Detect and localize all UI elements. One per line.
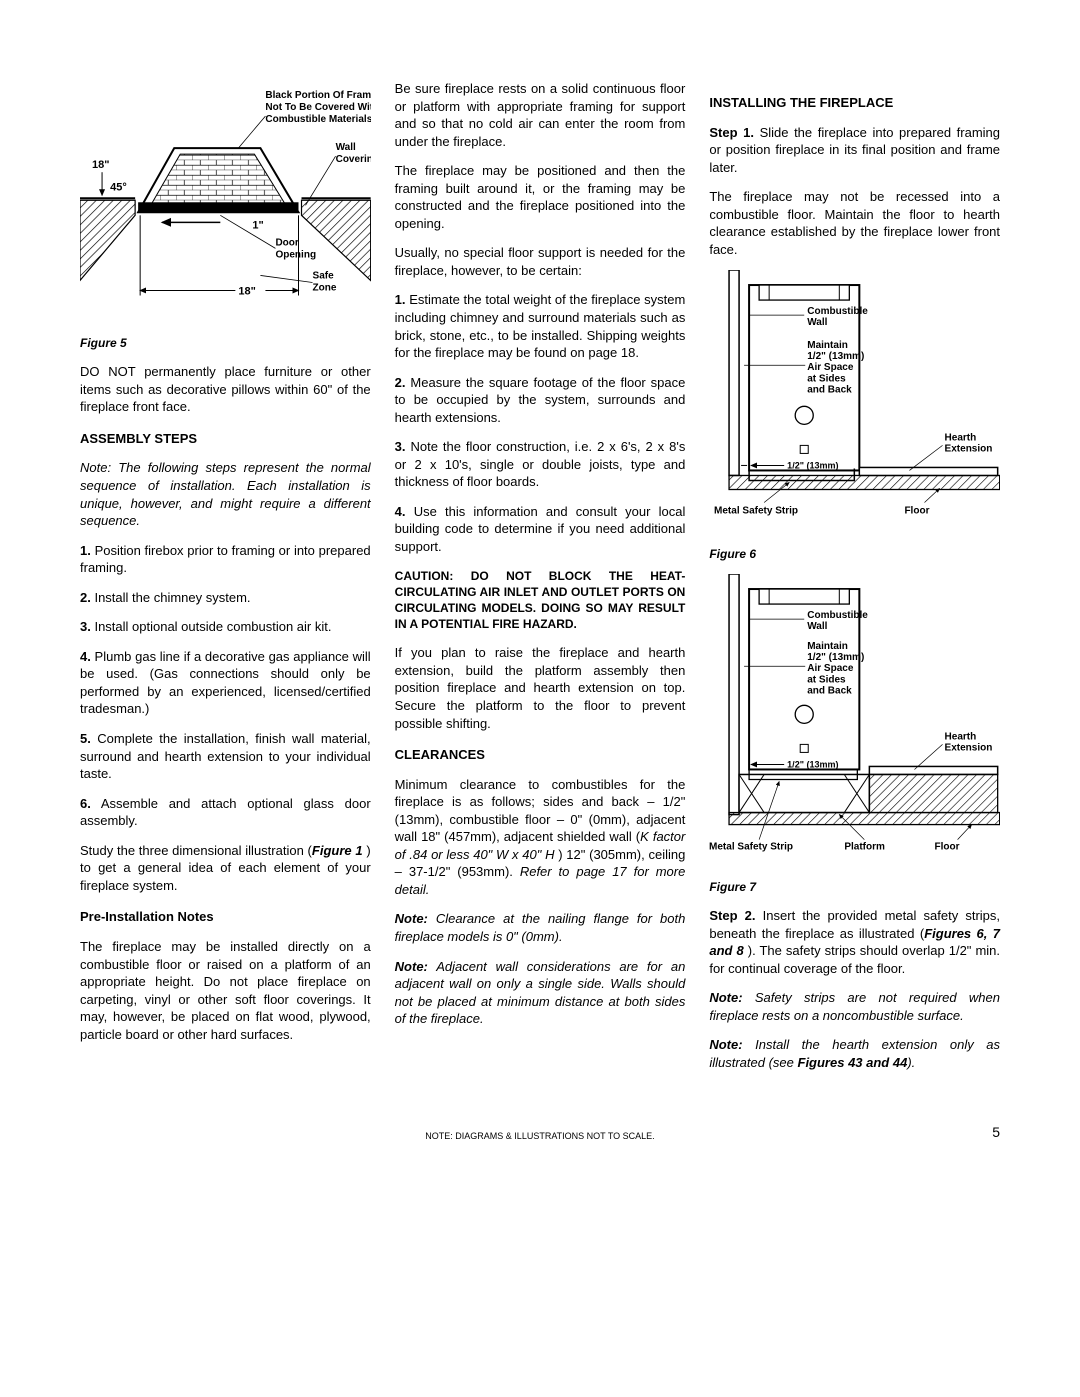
svg-text:at Sides: at Sides [808,674,847,685]
svg-text:Platform: Platform [845,841,886,852]
col2-p9: Minimum clearance to combustibles for th… [395,776,686,899]
installing-heading: INSTALLING THE FIREPLACE [709,94,1000,112]
col2-p2: The fireplace may be positioned and then… [395,162,686,232]
svg-text:Maintain: Maintain [808,341,849,352]
svg-text:and Back: and Back [808,385,853,396]
svg-text:Hearth: Hearth [945,433,977,444]
svg-text:Metal Safety Strip: Metal Safety Strip [714,506,798,517]
svg-text:Wall: Wall [808,621,828,632]
col2-p10: Note: Clearance at the nailing flange fo… [395,910,686,945]
col1-p6: 4. Plumb gas line if a decorative gas ap… [80,648,371,718]
col1-p10: The fireplace may be installed directly … [80,938,371,1043]
col3-p3: Step 2. Insert the provided metal safety… [709,907,1000,977]
col2-p8: If you plan to raise the fireplace and h… [395,644,686,732]
svg-text:Hearth: Hearth [945,731,977,742]
svg-text:Extension: Extension [945,444,993,455]
svg-text:Combustible: Combustible [808,306,869,317]
fig5-door2: Opening [275,249,316,260]
fig5-safe1: Safe [313,270,335,281]
fig5-frame-label2: Not To Be Covered With [265,102,370,113]
page-content: Black Portion Of Frame Not To Be Covered… [80,80,1000,1083]
figure-5-caption: Figure 5 [80,335,371,351]
col2-p11: Note: Adjacent wall considerations are f… [395,958,686,1028]
svg-text:Floor: Floor [935,841,960,852]
col1-p2: Note: The following steps represent the … [80,459,371,529]
col1-p1: DO NOT permanently place furniture or ot… [80,363,371,416]
col2-p4: 1. Estimate the total weight of the fire… [395,291,686,361]
svg-text:and Back: and Back [808,685,853,696]
svg-text:Air Space: Air Space [808,663,855,674]
col1-p7: 5. Complete the installation, finish wal… [80,730,371,783]
page-number: 5 [970,1123,1000,1142]
column-1: Black Portion Of Frame Not To Be Covered… [80,80,371,1083]
col1-p3: 1. Position firebox prior to framing or … [80,542,371,577]
svg-text:1/2" (13mm): 1/2" (13mm) [788,759,839,769]
col2-p6: 3. Note the floor construction, i.e. 2 x… [395,438,686,491]
svg-text:Combustible: Combustible [808,610,869,621]
figure-7-diagram: 1/2" (13mm) Combustible Wall Maintain 1/… [709,574,1000,865]
svg-text:Metal Safety Strip: Metal Safety Strip [709,841,793,852]
col2-p7: 4. Use this information and consult your… [395,503,686,556]
figure-6-diagram: 1/2" (13mm) Combustible Wall Maintain 1/… [709,270,1000,531]
svg-text:1/2" (13mm): 1/2" (13mm) [788,461,839,471]
fig5-safe2: Zone [313,282,337,293]
col3-p4: Note: Safety strips are not required whe… [709,989,1000,1024]
col3-p2: The fireplace may not be recessed into a… [709,188,1000,258]
col2-p5: 2. Measure the square footage of the flo… [395,374,686,427]
col2-p1: Be sure fireplace rests on a solid conti… [395,80,686,150]
fig5-door1: Door [275,237,298,248]
fig5-18a: 18" [92,159,109,171]
col1-p4: 2. Install the chimney system. [80,589,371,607]
figure-5-diagram: Black Portion Of Frame Not To Be Covered… [80,80,371,321]
column-3: INSTALLING THE FIREPLACE Step 1. Slide t… [709,80,1000,1083]
footer-note: NOTE: DIAGRAMS & ILLUSTRATIONS NOT TO SC… [110,1130,970,1142]
assembly-steps-heading: ASSEMBLY STEPS [80,430,371,448]
svg-text:Extension: Extension [945,742,993,753]
col3-p1: Step 1. Slide the fireplace into prepare… [709,124,1000,177]
preinstall-heading: Pre-Installation Notes [80,908,371,926]
svg-text:1/2" (13mm): 1/2" (13mm) [808,352,865,363]
svg-text:at Sides: at Sides [808,374,847,385]
figure-6-caption: Figure 6 [709,546,1000,562]
page-footer: NOTE: DIAGRAMS & ILLUSTRATIONS NOT TO SC… [80,1123,1000,1142]
fig5-wall1: Wall [336,142,356,153]
fig5-18b: 18" [238,285,255,297]
col1-p8: 6. Assemble and attach optional glass do… [80,795,371,830]
svg-text:Air Space: Air Space [808,363,855,374]
figure-7-caption: Figure 7 [709,879,1000,895]
fig5-45: 45° [110,181,127,193]
svg-text:Wall: Wall [808,318,828,329]
clearances-heading: CLEARANCES [395,746,686,764]
col2-p3: Usually, no special floor support is nee… [395,244,686,279]
fig5-frame-label3: Combustible Materials [265,114,370,125]
caution-text: CAUTION: DO NOT BLOCK THE HEAT-CIRCULATI… [395,568,686,633]
col1-p9: Study the three dimensional illustration… [80,842,371,895]
fig5-frame-label: Black Portion Of Frame [265,90,370,101]
fig5-1inch: 1" [252,219,263,231]
column-2: Be sure fireplace rests on a solid conti… [395,80,686,1083]
svg-text:1/2" (13mm): 1/2" (13mm) [808,652,865,663]
col1-p5: 3. Install optional outside combustion a… [80,618,371,636]
svg-text:Floor: Floor [905,506,930,517]
col3-p5: Note: Install the hearth extension only … [709,1036,1000,1071]
svg-text:Maintain: Maintain [808,641,849,652]
fig5-wall2: Covering [336,154,371,165]
